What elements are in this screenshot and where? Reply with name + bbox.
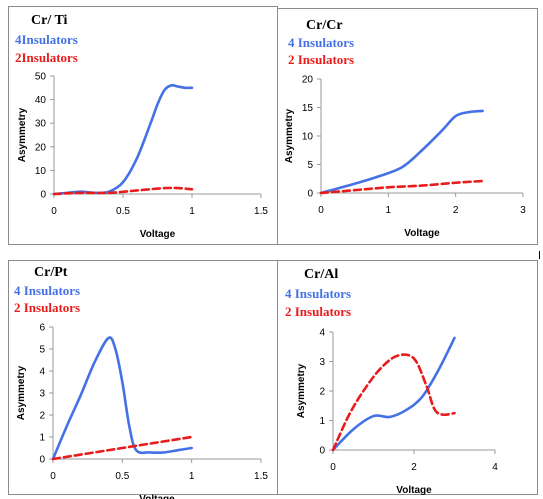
y-axis-label: Asymmetry [284, 108, 295, 163]
x-axis-label: Voltage [139, 494, 175, 499]
series-line-4-insulators [51, 336, 193, 461]
chart-plot: 0 10 20 30 40 50 0 0.5 1 1.5 Voltage Asymmetry [17, 72, 268, 241]
x-axis-label: Voltage [396, 485, 432, 496]
x-tick-label: 0 [50, 471, 56, 482]
x-tick-label: 0 [51, 206, 57, 217]
chart-plot: 0 1 2 3 4 5 6 0 0.5 1 1.5 Voltage Asymmetry [16, 323, 268, 499]
chart-plot: 0 1 2 3 4 0 2 4 Voltage Asymmetry [296, 328, 498, 497]
chart-panel-cr-al: Cr/Al 4 Insulators 2 Insulators 0 1 2 3 4 0 2 4… [277, 260, 538, 497]
legend-entry-2-insulators: 2 Insulators [285, 304, 352, 319]
x-tick-label: 3 [520, 205, 526, 216]
y-tick-label: 2 [319, 387, 325, 398]
y-tick-label: 3 [39, 389, 45, 400]
x-tick-label: 0 [330, 462, 336, 473]
series-line-4-insulators [319, 109, 484, 195]
series-line-4-insulators [331, 336, 456, 452]
series-line-4-insulators [52, 84, 194, 196]
x-axis-label: Voltage [140, 229, 176, 240]
y-tick-label: 40 [35, 95, 47, 106]
x-tick-label: 4 [492, 462, 498, 473]
y-tick-label: 2 [39, 411, 45, 422]
y-tick-label: 0 [307, 189, 313, 200]
legend-entry-4-insulators: 4 Insulators [288, 35, 355, 50]
chart-title: Cr/Cr [306, 18, 343, 33]
chart-title: Cr/Al [304, 267, 339, 282]
y-tick-label: 5 [39, 345, 45, 356]
series-line-2-insulators [331, 353, 456, 452]
x-tick-label: 1 [189, 206, 195, 217]
legend-entry-4-insulators: 4 Insulators [285, 286, 352, 301]
tick-mark [539, 251, 540, 259]
y-tick-label: 3 [319, 357, 325, 368]
legend-entry-4-insulators: 4 Insulators [14, 283, 81, 298]
y-tick-label: 10 [302, 132, 314, 143]
y-tick-label: 6 [39, 323, 45, 334]
chart-plot: 0 5 10 15 20 0 1 2 3 Voltage Asymmetry [284, 75, 526, 240]
legend-entry-2-insulators: 2Insulators [15, 50, 78, 65]
legend-entry-2-insulators: 2 Insulators [288, 52, 355, 67]
x-tick-label: 2 [411, 462, 417, 473]
y-tick-label: 30 [35, 119, 47, 130]
y-tick-label: 15 [302, 103, 314, 114]
x-tick-label: 1.5 [254, 206, 268, 217]
y-tick-label: 0 [319, 446, 325, 457]
y-tick-label: 5 [307, 160, 313, 171]
x-tick-label: 1 [386, 205, 392, 216]
y-tick-label: 1 [39, 433, 45, 444]
y-tick-label: 4 [39, 367, 45, 378]
y-axis-label: Asymmetry [16, 365, 27, 420]
x-tick-label: 0 [318, 205, 324, 216]
y-axis-label: Asymmetry [296, 363, 307, 418]
y-tick-label: 1 [319, 416, 325, 427]
chart-panel-cr-cr: Cr/Cr 4 Insulators 2 Insulators 0 5 10 15 20… [277, 8, 540, 259]
y-tick-label: 0 [39, 455, 45, 466]
series-line-2-insulators [319, 179, 484, 195]
x-axis-label: Voltage [404, 228, 440, 239]
x-tick-label: 1.5 [254, 471, 268, 482]
x-tick-label: 1 [189, 471, 195, 482]
legend-entry-2-insulators: 2 Insulators [14, 300, 81, 315]
series-line-2-insulators [51, 435, 193, 461]
chart-title: Cr/ Ti [31, 13, 68, 28]
y-axis-label: Asymmetry [17, 107, 28, 162]
series-line-2-insulators [52, 186, 194, 196]
chart-title: Cr/Pt [34, 265, 68, 280]
x-tick-label: 0.5 [115, 471, 129, 482]
chart-panel-cr-ti: Cr/ Ti 4Insulators 2Insulators 0 10 20 30 40… [8, 6, 278, 245]
y-tick-label: 4 [319, 328, 325, 339]
x-tick-label: 2 [453, 205, 459, 216]
y-tick-label: 50 [35, 72, 47, 83]
y-tick-label: 20 [302, 75, 314, 86]
x-tick-label: 0.5 [116, 206, 130, 217]
legend-entry-4-insulators: 4Insulators [15, 32, 78, 47]
y-tick-label: 0 [40, 190, 46, 201]
y-tick-label: 10 [35, 166, 47, 177]
y-tick-label: 20 [35, 142, 47, 153]
